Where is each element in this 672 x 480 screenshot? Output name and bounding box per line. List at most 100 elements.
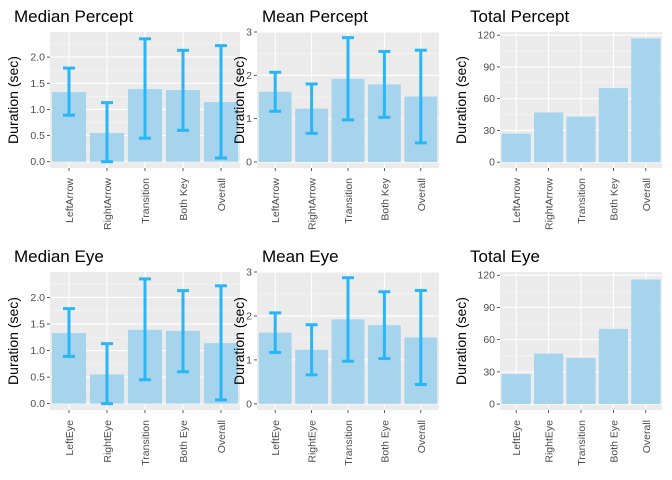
x-tick-label: LeftArrow [270,178,282,223]
chart-panel-1: 0.0 0.5 1.0 1.5 2.0 LeftArrow RightArrow Transi… [5,7,240,230]
y-tick-label: 0 [489,157,495,169]
chart-title: Total Eye [470,247,540,266]
x-tick-label: Overall [216,420,228,453]
error-bar [305,323,318,377]
error-bar [414,288,427,387]
chart-title: Mean Percept [262,7,368,26]
error-bar [305,82,318,135]
y-tick-label: 120 [477,270,495,282]
x-tick-label: LeftEye [270,420,282,456]
x-tick-label: Transition [140,420,152,466]
y-tick-label: 2.0 [30,52,45,64]
y-tick-label: 2 [246,310,252,322]
error-bar [215,284,227,402]
error-bar [101,101,113,164]
y-tick-label: 1.0 [30,104,45,116]
chart-title: Mean Eye [262,247,339,266]
y-tick-label: 0.5 [30,130,45,142]
x-tick-label: Overall [416,420,428,453]
y-tick-label: 60 [483,93,495,105]
x-tick-label: RightEye [544,420,556,463]
y-tick-label: 2 [246,70,252,82]
y-axis-label: Duration (sec) [5,56,21,144]
y-tick-label: 1 [246,113,252,125]
x-tick-label: Transition [343,420,355,466]
y-tick-label: 60 [483,334,495,346]
y-axis-label: Duration (sec) [5,297,21,385]
bar-leftarrow [501,133,531,163]
bar-lefteye [501,374,531,405]
x-tick-label: Overall [416,178,428,211]
y-tick-label: 1.5 [30,319,45,331]
x-tick-label: RightArrow [307,178,319,230]
bar-overall [631,279,661,405]
x-tick-label: Overall [641,178,653,211]
error-bar [139,37,151,140]
bar-transition [566,357,596,405]
error-bar [342,36,354,122]
y-tick-label: 0 [246,398,252,410]
error-bar [63,307,75,358]
x-tick-label: Transition [576,178,588,224]
bar-rightarrow [534,112,564,163]
chart-panel-5: 0 1 2 3 LeftEye RightEye Transition Both Eye Ove… [231,247,439,466]
bar-both-key [598,88,628,163]
y-tick-label: 0 [246,156,252,168]
x-tick-label: Both Key [379,177,391,220]
x-tick-label: Both Eye [178,420,190,463]
x-tick-label: Both Key [608,177,620,220]
y-tick-label: 1.5 [30,78,45,90]
y-tick-label: 90 [483,61,495,73]
y-axis-label: Duration (sec) [231,297,247,385]
y-axis-label: Duration (sec) [231,56,247,144]
y-tick-label: 120 [477,30,495,42]
chart-panel-2: 0 1 2 3 LeftArrow RightArrow Transition Both Ke… [231,7,439,230]
x-tick-label: Both Key [178,177,190,220]
x-tick-label: RightEye [307,420,319,463]
x-tick-label: Overall [216,178,228,211]
y-tick-label: 90 [483,302,495,314]
bar-both-eye [598,328,628,405]
error-bar [177,289,189,374]
y-tick-label: 0.0 [30,398,45,410]
error-bar [414,48,427,145]
x-tick-label: Transition [140,178,152,224]
error-bar [378,49,391,119]
error-bar [63,66,75,117]
x-tick-label: Both Eye [379,420,391,463]
error-bar [101,342,113,406]
x-tick-label: LeftArrow [64,178,76,223]
y-axis-label: Duration (sec) [453,56,469,144]
y-tick-label: 30 [483,366,495,378]
y-tick-label: 1.0 [30,345,45,357]
y-tick-label: 2.0 [30,292,45,304]
chart-title: Total Percept [470,7,569,26]
x-tick-label: LeftArrow [511,178,523,223]
error-bar [139,277,151,382]
x-tick-label: Transition [343,178,355,224]
chart-title: Median Eye [14,247,104,266]
x-tick-label: Overall [641,420,653,453]
chart-panel-4: 0.0 0.5 1.0 1.5 2.0 LeftEye RightEye Transition… [5,247,240,466]
error-bar [215,44,227,160]
chart-title: Median Percept [14,7,133,26]
x-tick-label: RightArrow [544,178,556,230]
y-tick-label: 0 [489,399,495,411]
bar-transition [566,116,596,163]
error-bar [378,290,391,361]
chart-panel-3: 0 30 60 90 120 LeftArrow RightArrow Transition B… [453,7,662,230]
y-tick-label: 3 [246,27,252,39]
chart-panel-6: 0 30 60 90 120 LeftEye RightEye Transition Both … [453,247,662,466]
y-tick-label: 30 [483,125,495,137]
error-bar [177,48,189,132]
x-tick-label: LeftEye [511,420,523,456]
x-tick-label: Both Eye [608,420,620,463]
x-tick-label: Transition [576,420,588,466]
y-axis-label: Duration (sec) [453,297,469,385]
x-tick-label: RightArrow [102,178,114,230]
error-bar [269,70,282,113]
x-tick-label: RightEye [102,420,114,463]
y-tick-label: 0.5 [30,372,45,384]
y-tick-label: 0.0 [30,156,45,168]
